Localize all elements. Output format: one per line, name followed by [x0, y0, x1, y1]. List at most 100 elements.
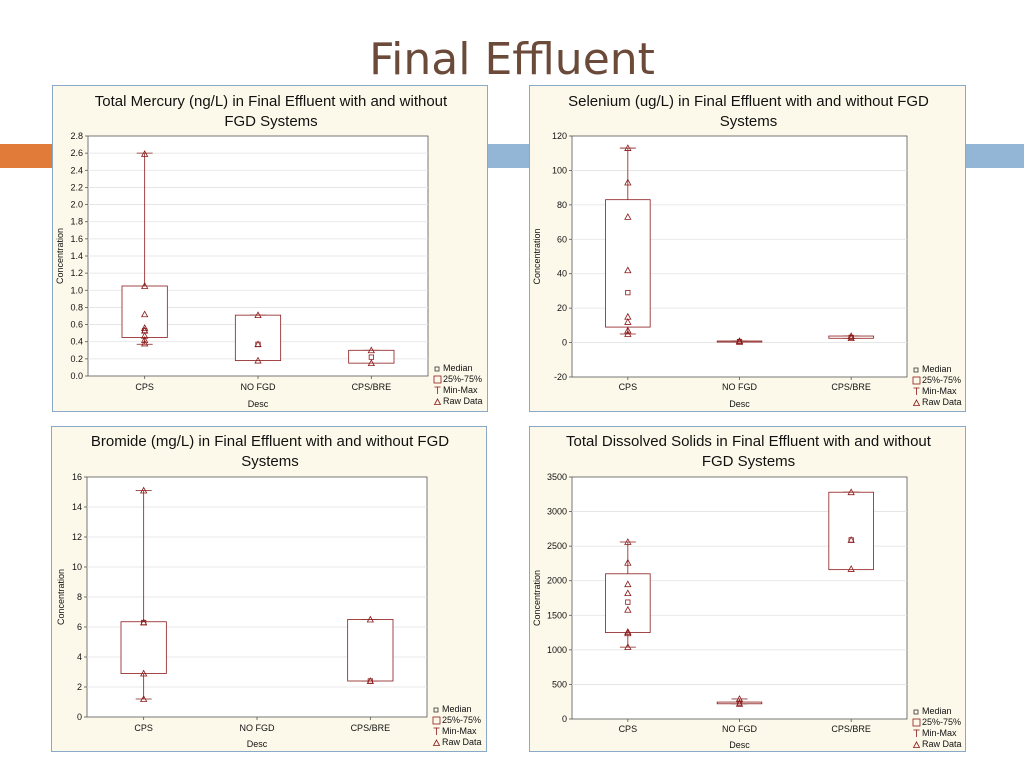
y-tick-label: 3000 [547, 507, 567, 517]
raw-data-point [624, 558, 632, 566]
legend-raw-icon [912, 399, 921, 406]
selenium-chart-panel: Selenium (ug/L) in Final Effluent with a… [529, 85, 966, 412]
y-tick-label: 0 [562, 338, 567, 348]
y-tick-label: 0.4 [70, 337, 83, 347]
raw-data-point [735, 338, 744, 345]
y-tick-label: 4 [77, 652, 82, 662]
category-label: CPS [134, 723, 153, 733]
legend-box-icon [912, 376, 921, 385]
bromide-boxplot: Bromide (mg/L) in Final Effluent with an… [56, 433, 482, 749]
legend-median-label: Median [442, 704, 472, 714]
legend-box-label: 25%-75% [922, 375, 961, 385]
raw-data-point [366, 615, 375, 623]
iqr-box [716, 701, 763, 705]
raw-data-point [139, 618, 148, 626]
y-tick-label: 1.0 [70, 285, 83, 295]
legend-box-label: 25%-75% [442, 715, 481, 725]
slide-title: Final Effluent [369, 34, 655, 85]
y-tick-label: 16 [72, 472, 82, 482]
y-tick-label: 20 [557, 303, 567, 313]
median-marker [625, 599, 631, 605]
chart-title-line-1: Bromide (mg/L) in Final Effluent with an… [91, 433, 449, 450]
legend-raw-icon [432, 739, 441, 746]
y-tick-label: 1500 [547, 610, 567, 620]
x-axis-label: Desc [248, 399, 269, 409]
y-axis-label: Concentration [56, 569, 66, 625]
raw-data-point [254, 311, 262, 319]
category-label: CPS/BRE [352, 382, 392, 392]
legend-box-icon [433, 375, 442, 384]
raw-data-point [847, 565, 855, 572]
raw-data-point [140, 150, 149, 157]
x-axis-label: Desc [729, 399, 750, 409]
chart-title-line-2: FGD Systems [224, 113, 317, 130]
raw-data-point [139, 695, 148, 702]
tds-boxplot: Total Dissolved Solids in Final Effluent… [532, 433, 962, 750]
raw-data-point [847, 488, 855, 496]
y-tick-label: 6 [77, 622, 82, 632]
legend-whisker-label: Min-Max [442, 726, 477, 736]
iqr-box [828, 491, 874, 571]
legend-median-icon [913, 367, 919, 373]
category-label: CPS/BRE [351, 723, 391, 733]
chart-title-line-2: FGD Systems [702, 453, 795, 470]
raw-data-point [735, 337, 744, 344]
legend-whisker-label: Min-Max [443, 385, 478, 395]
iqr-box [605, 573, 651, 633]
chart-title-line-1: Total Mercury (ng/L) in Final Effluent w… [95, 93, 448, 110]
category-label: CPS/BRE [831, 724, 871, 734]
y-axis-label: Concentration [532, 228, 542, 284]
raw-data-point [624, 178, 632, 186]
y-axis-label: Concentration [55, 228, 65, 284]
y-tick-label: 1.2 [70, 268, 83, 278]
raw-data-point [847, 536, 855, 543]
iqr-box [120, 621, 167, 674]
bromide-chart-panel: Bromide (mg/L) in Final Effluent with an… [51, 426, 487, 752]
x-axis-label: Desc [729, 740, 750, 750]
legend-box-label: 25%-75% [443, 374, 482, 384]
y-tick-label: 0.2 [70, 354, 83, 364]
y-tick-label: 120 [552, 131, 567, 141]
y-tick-label: 2000 [547, 576, 567, 586]
legend-box-icon [432, 716, 441, 725]
decorative-blue-bar [487, 144, 530, 168]
raw-data-point [624, 266, 632, 274]
y-tick-label: 40 [557, 269, 567, 279]
legend-whisker-label: Min-Max [922, 728, 957, 738]
raw-data-point [624, 629, 632, 637]
legend-raw-icon [912, 741, 921, 748]
y-tick-label: 2.4 [70, 165, 83, 175]
category-label: NO FGD [722, 382, 757, 392]
raw-data-point [847, 334, 855, 341]
raw-data-point [139, 486, 148, 494]
selenium-boxplot: Selenium (ug/L) in Final Effluent with a… [532, 93, 962, 409]
y-tick-label: 2.8 [70, 131, 83, 141]
legend-raw-label: Raw Data [922, 397, 962, 407]
raw-data-point [140, 331, 149, 339]
raw-data-point [254, 356, 262, 364]
legend-median-icon [913, 709, 919, 715]
y-tick-label: 0 [77, 712, 82, 722]
category-label: NO FGD [241, 382, 276, 392]
legend-median-label: Median [443, 363, 473, 373]
raw-data-point [624, 330, 632, 337]
raw-data-point [139, 669, 148, 677]
y-tick-label: 12 [72, 532, 82, 542]
tds-chart-panel: Total Dissolved Solids in Final Effluent… [529, 426, 966, 752]
iqr-box [716, 340, 763, 343]
legend-median-icon [433, 707, 439, 713]
raw-data-point [366, 677, 375, 684]
raw-data-point [624, 326, 632, 334]
raw-data-point [367, 359, 376, 367]
raw-data-point [624, 144, 632, 151]
category-label: NO FGD [240, 723, 275, 733]
y-tick-label: 2.0 [70, 200, 83, 210]
legend-median-icon [434, 366, 440, 372]
raw-data-point [140, 339, 149, 347]
y-tick-label: 1.6 [70, 234, 83, 244]
chart-title-line-1: Selenium (ug/L) in Final Effluent with a… [568, 93, 929, 110]
legend-median-label: Median [922, 706, 952, 716]
mercury-boxplot: Total Mercury (ng/L) in Final Effluent w… [55, 93, 483, 409]
raw-data-point [254, 340, 262, 348]
x-axis-label: Desc [247, 739, 268, 749]
